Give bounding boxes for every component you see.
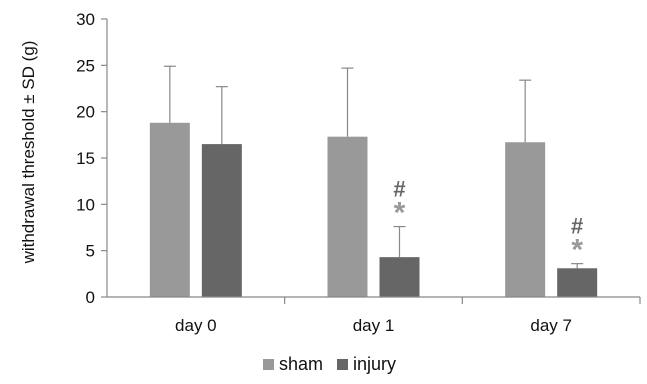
y-tick-label: 25 [76,56,95,75]
x-tick-label: day 1 [353,316,395,335]
annotation-star: * [394,197,406,230]
y-tick-label: 15 [76,149,95,168]
bar-injury [201,144,242,297]
legend-swatch-injury [337,359,348,370]
y-axis-title: withdrawal threshold ± SD (g) [19,41,38,265]
bar-sham [327,136,368,297]
bar-injury [557,268,598,297]
x-tick-label: day 0 [175,316,217,335]
error-bars [163,65,584,269]
y-tick-label: 5 [86,242,95,261]
y-tick-label: 10 [76,195,95,214]
x-tick-label: day 7 [530,316,572,335]
bar-sham [505,142,546,297]
bar-injury [379,257,420,297]
legend: sham injury [263,354,396,374]
annotation-star: * [571,234,583,267]
bar-sham [149,122,190,297]
y-tick-label: 0 [86,288,95,307]
annotations: *#*# [393,177,583,267]
legend-label-injury: injury [353,354,396,374]
legend-swatch-sham [263,359,274,370]
annotation-hash: # [571,214,583,239]
annotation-hash: # [393,177,405,202]
y-tick-label: 30 [76,10,95,29]
y-tick-label: 20 [76,103,95,122]
bars [149,122,598,297]
axes: 0 5 10 15 20 25 30 day 0 day 1 day 7 [76,10,641,335]
legend-label-sham: sham [279,354,323,374]
